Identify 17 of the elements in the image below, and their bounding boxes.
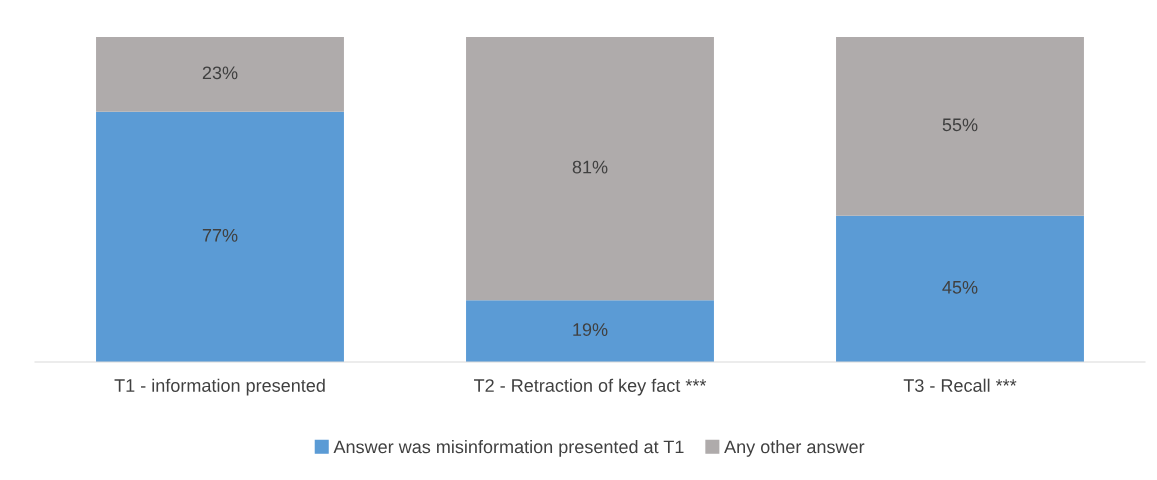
bar [466, 37, 714, 301]
data-label: 77% [202, 229, 238, 242]
data-label: 23% [202, 66, 238, 80]
x-tick-label: T2 - Retraction of key fact *** [474, 378, 707, 396]
data-label: 55% [942, 118, 978, 132]
bar [836, 215, 1084, 362]
bar [466, 300, 714, 362]
data-label: 19% [573, 323, 608, 336]
data-label: 45% [942, 281, 978, 294]
x-tick-label: T3 - Recall *** [903, 378, 1017, 392]
legend-label: Answer was misinformation presented at T1 [333, 440, 684, 457]
bar [96, 111, 344, 362]
bar [96, 37, 344, 112]
bar [836, 37, 1084, 216]
x-tick-label: T1 - information presented [114, 378, 325, 396]
data-label: 81% [572, 160, 608, 174]
legend-label: Any other answer [724, 440, 865, 457]
